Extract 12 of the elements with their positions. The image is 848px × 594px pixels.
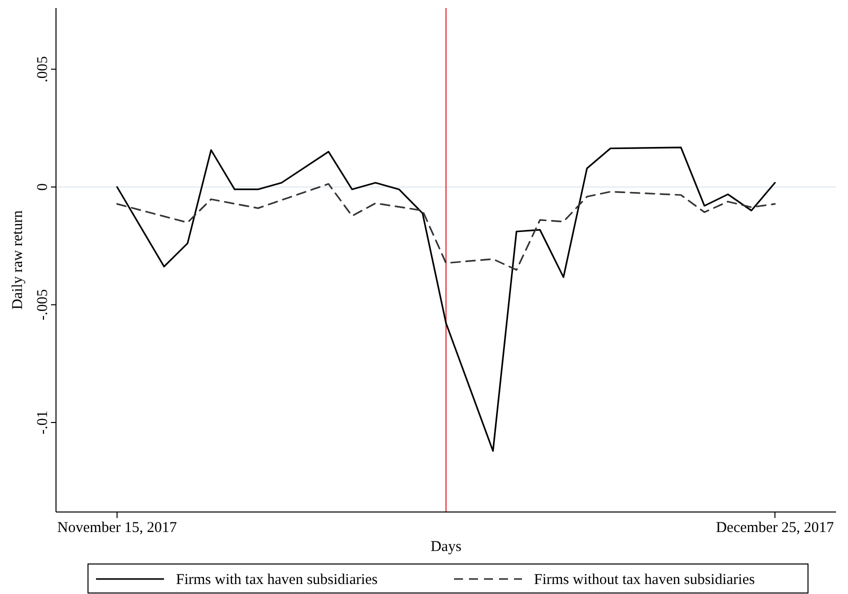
x-axis-title: Days: [430, 539, 462, 555]
legend-label: Firms without tax haven subsidiaries: [534, 572, 755, 588]
y-axis-title: Daily raw return: [10, 210, 26, 310]
y-tick-label: -.01: [35, 410, 51, 434]
line-series: [116, 183, 776, 271]
y-tick-label: 0: [35, 183, 51, 191]
line-series: [116, 146, 776, 452]
y-tick-label: -.005: [35, 289, 51, 320]
x-tick-label: November 15, 2017: [57, 520, 178, 536]
legend-label: Firms with tax haven subsidiaries: [176, 572, 378, 588]
y-tick-label: .005: [35, 56, 51, 82]
x-tick-label: December 25, 2017: [716, 520, 834, 536]
